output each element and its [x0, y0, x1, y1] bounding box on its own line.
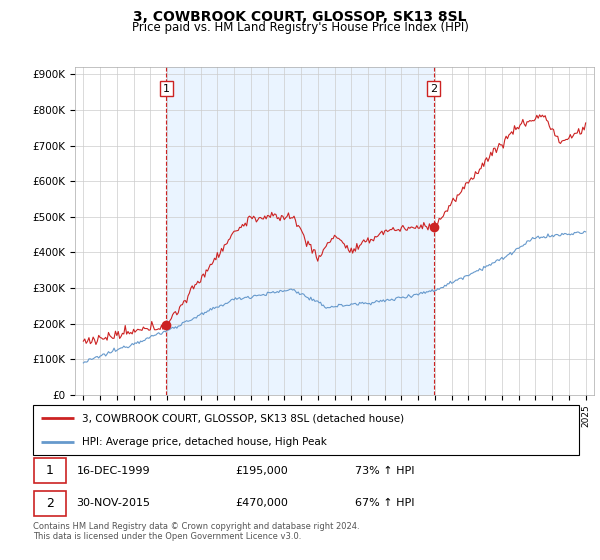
Bar — [166, 67, 434, 395]
Text: 1: 1 — [46, 464, 54, 477]
FancyBboxPatch shape — [34, 491, 66, 516]
Text: 3, COWBROOK COURT, GLOSSOP, SK13 8SL (detached house): 3, COWBROOK COURT, GLOSSOP, SK13 8SL (de… — [82, 413, 404, 423]
Text: HPI: Average price, detached house, High Peak: HPI: Average price, detached house, High… — [82, 437, 327, 447]
Text: Price paid vs. HM Land Registry's House Price Index (HPI): Price paid vs. HM Land Registry's House … — [131, 21, 469, 34]
Text: 3, COWBROOK COURT, GLOSSOP, SK13 8SL: 3, COWBROOK COURT, GLOSSOP, SK13 8SL — [133, 10, 467, 24]
Text: 16-DEC-1999: 16-DEC-1999 — [77, 466, 151, 476]
FancyBboxPatch shape — [33, 405, 579, 455]
Text: Contains HM Land Registry data © Crown copyright and database right 2024.
This d: Contains HM Land Registry data © Crown c… — [33, 522, 359, 542]
Text: £470,000: £470,000 — [235, 498, 288, 508]
Text: 2: 2 — [46, 497, 54, 510]
FancyBboxPatch shape — [34, 458, 66, 483]
Text: 67% ↑ HPI: 67% ↑ HPI — [355, 498, 415, 508]
Text: 73% ↑ HPI: 73% ↑ HPI — [355, 466, 415, 476]
Text: 30-NOV-2015: 30-NOV-2015 — [77, 498, 151, 508]
Text: 1: 1 — [163, 83, 170, 94]
Text: 2: 2 — [430, 83, 437, 94]
Text: £195,000: £195,000 — [235, 466, 288, 476]
